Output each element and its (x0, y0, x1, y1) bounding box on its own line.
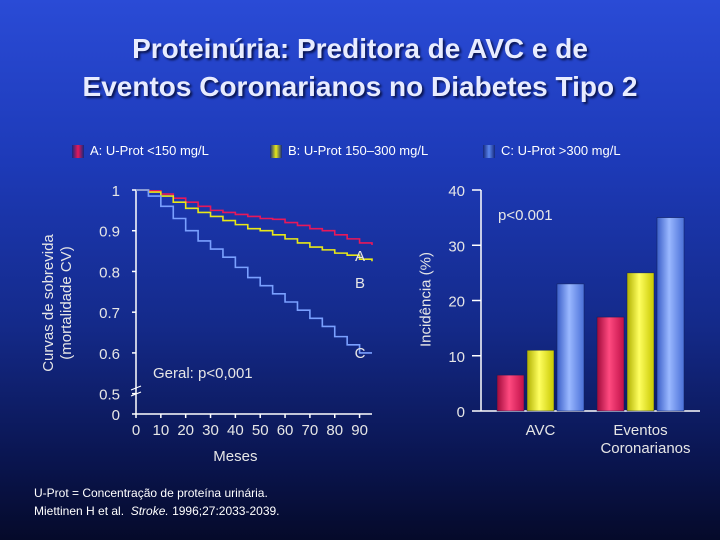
survival-annotation: Geral: p<0,001 (153, 365, 253, 382)
survival-xtick-label: 50 (252, 422, 269, 439)
bar-ytick-label: 0 (457, 404, 465, 421)
bar-b-0 (526, 349, 555, 412)
survival-line-c (136, 189, 372, 354)
survival-xlabel: Meses (213, 448, 257, 465)
survival-ytick-label: 1 (112, 183, 120, 200)
legend-label-c: C: U-Prot >300 mg/L (501, 143, 621, 158)
bar-c-0 (556, 283, 585, 412)
survival-curve-label-b: B (355, 275, 365, 292)
citation-suffix: 1996;27:2033-2039. (172, 504, 280, 518)
survival-xtick-label: 10 (152, 422, 169, 439)
footnote-citation: Miettinen H et al. Stroke. 1996;27:2033-… (34, 504, 280, 518)
survival-xtick-label: 80 (326, 422, 343, 439)
footnote-definition: U-Prot = Concentração de proteína urinár… (34, 486, 268, 500)
survival-axis-break (130, 385, 142, 397)
slide-title-line2: Eventos Coronarianos no Diabetes Tipo 2 (82, 71, 638, 102)
survival-ytick-label: 0 (112, 407, 120, 424)
survival-ytick-label: 0.8 (99, 264, 120, 281)
bar-b-1 (626, 272, 655, 412)
bar-ytick-label: 10 (448, 349, 465, 366)
survival-xtick-label: 30 (202, 422, 219, 439)
bar-a-0 (496, 374, 525, 412)
bar-annotation: p<0.001 (498, 207, 553, 224)
legend-swatch-b (270, 145, 282, 158)
survival-xtick-label: 60 (277, 422, 294, 439)
survival-xtick-label: 20 (177, 422, 194, 439)
citation-journal: Stroke. (130, 504, 169, 518)
survival-line-a (136, 189, 373, 245)
slide-title: Proteinúria: Preditora de AVC e de Event… (0, 30, 720, 106)
survival-ytick-label: 0.5 (99, 387, 120, 404)
slide-title-line1: Proteinúria: Preditora de AVC e de (132, 33, 588, 64)
bar-a-1 (596, 316, 625, 412)
bar-ytick-label: 40 (448, 183, 465, 200)
survival-xtick-label: 0 (132, 422, 140, 439)
survival-ytick-label: 0.9 (99, 224, 120, 241)
bar-category-label: AVC (526, 422, 556, 439)
legend-label-b: B: U-Prot 150–300 mg/L (288, 143, 429, 158)
bar-ytick-label: 20 (448, 294, 465, 311)
bar-category-label-line2: Coronarianos (600, 440, 690, 457)
legend-swatch-c (483, 145, 495, 158)
survival-line-b (136, 189, 373, 262)
survival-xtick-label: 70 (302, 422, 319, 439)
survival-xtick-label: 40 (227, 422, 244, 439)
survival-curve-label-a: A (355, 248, 365, 265)
bar-c-1 (656, 217, 685, 412)
legend-label-a: A: U-Prot <150 mg/L (90, 143, 209, 158)
survival-xtick-label: 90 (351, 422, 368, 439)
bar-category-label: Eventos (613, 422, 667, 439)
survival-chart: 1 0.9 0.8 0.7 0.6 0.5 00 10 20 30 40 50 60 70 80 90 Mese… (99, 183, 373, 465)
legend-swatch-a (72, 145, 84, 158)
survival-curve-label-c: C (355, 345, 366, 362)
survival-ytick-label: 0.7 (99, 305, 120, 322)
survival-ytick-label: 0.6 (99, 346, 120, 363)
citation-prefix: Miettinen H et al. (34, 504, 125, 518)
bar-ytick-label: 30 (448, 238, 465, 255)
